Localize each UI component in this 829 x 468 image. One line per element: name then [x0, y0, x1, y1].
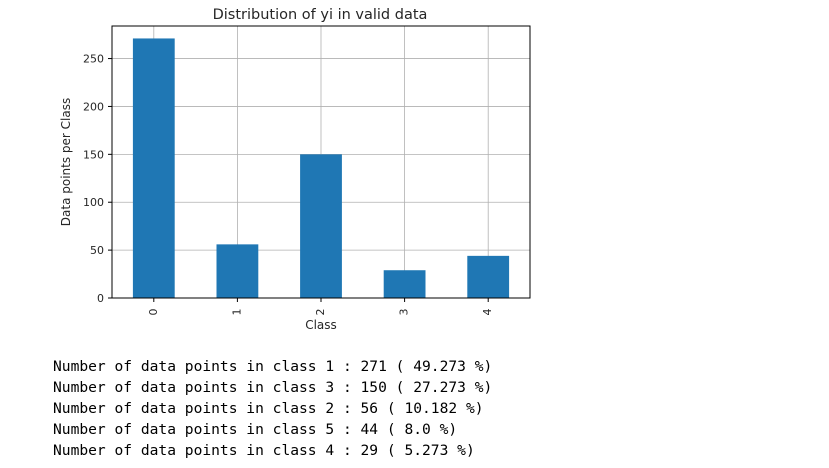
y-tick-label: 150	[83, 148, 104, 161]
chart-bars	[132, 38, 510, 298]
y-axis-label: Data points per Class	[59, 98, 73, 226]
y-axis-ticks: 0 50 100 150 200 250	[83, 53, 112, 305]
chart-title: Distribution of yi in valid data	[213, 7, 428, 23]
x-tick-label: 3	[398, 309, 411, 316]
x-tick-label: 1	[230, 309, 243, 316]
console-output: Number of data points in class 1 : 271 (…	[53, 356, 492, 461]
x-axis-ticks: 0 1 2 3 4	[147, 298, 494, 316]
bar-class-1	[216, 244, 259, 298]
y-tick-label: 250	[83, 53, 104, 66]
bar-class-3	[383, 270, 426, 298]
bar-class-2	[300, 154, 342, 298]
output-line: Number of data points in class 2 : 56 ( …	[53, 400, 484, 417]
x-tick-label: 2	[314, 309, 327, 316]
y-tick-label: 200	[83, 100, 104, 113]
bar-chart: Distribution of yi in valid data 0 50 100 1…	[59, 7, 531, 332]
output-line: Number of data points in class 4 : 29 ( …	[53, 442, 475, 459]
output-line: Number of data points in class 1 : 271 (…	[53, 358, 493, 375]
x-axis-label: Class	[305, 318, 337, 332]
output-line: Number of data points in class 3 : 150 (…	[53, 379, 493, 396]
x-tick-label: 4	[481, 309, 494, 316]
output-line: Number of data points in class 5 : 44 ( …	[53, 421, 458, 438]
bar-class-4	[467, 255, 510, 298]
y-tick-label: 50	[90, 244, 104, 257]
chart-grid	[112, 26, 530, 299]
y-tick-label: 100	[83, 196, 104, 209]
x-tick-label: 0	[147, 309, 160, 316]
bar-class-0	[132, 38, 175, 298]
y-tick-label: 0	[97, 292, 104, 305]
